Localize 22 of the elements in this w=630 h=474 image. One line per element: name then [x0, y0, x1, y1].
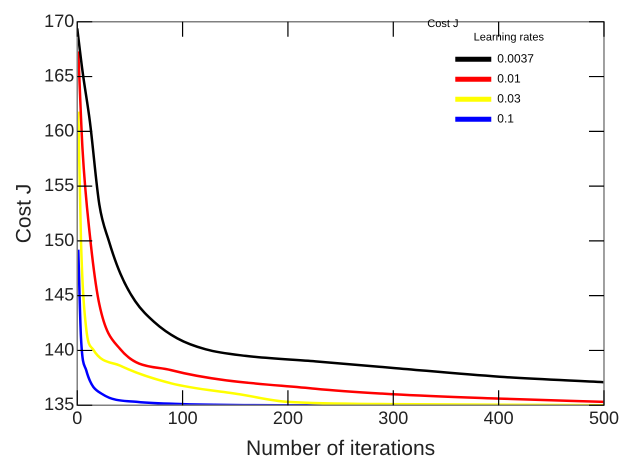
- y-tick-label: 155: [44, 175, 74, 196]
- x-axis-title: Number of iterations: [246, 437, 436, 460]
- legend-label: 0.01: [497, 72, 521, 86]
- legend-title: Learning rates: [474, 32, 544, 44]
- x-tick-label: 500: [588, 408, 620, 428]
- y-tick-label: 160: [44, 120, 74, 140]
- legend-label: 0.1: [497, 112, 514, 126]
- y-tick-label: 170: [44, 10, 74, 31]
- x-tick-label: 300: [378, 408, 408, 428]
- y-tick-label: 135: [44, 394, 74, 414]
- x-tick-label: 0: [72, 408, 82, 428]
- y-tick-label: 140: [44, 339, 74, 360]
- y-tick-label: 165: [44, 66, 74, 86]
- annotation: Cost J: [427, 18, 458, 30]
- x-tick-label: 400: [484, 408, 514, 428]
- x-tick-label: 200: [272, 408, 303, 428]
- y-tick-label: 150: [44, 230, 74, 250]
- legend-label: 0.03: [497, 92, 521, 106]
- y-axis-title: Cost J: [12, 184, 36, 244]
- x-tick-label: 100: [168, 408, 198, 428]
- legend-label: 0.0037: [497, 52, 534, 66]
- y-tick-label: 145: [44, 284, 74, 305]
